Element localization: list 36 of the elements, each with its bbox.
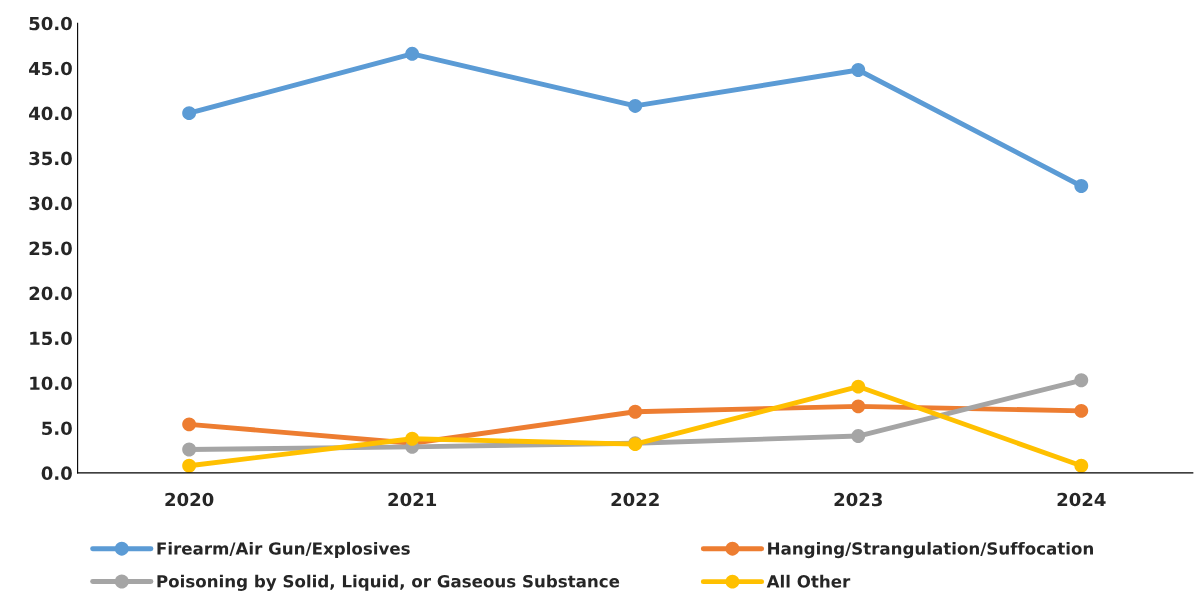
legend-label: Firearm/Air Gun/Explosives bbox=[157, 541, 410, 559]
point bbox=[1074, 373, 1089, 388]
legend-label: Poisoning by Solid, Liquid, or Gaseous Substance bbox=[157, 574, 620, 591]
x-tick-label: 2023 bbox=[834, 492, 882, 507]
point bbox=[1074, 458, 1089, 473]
y-tick-label: 35.0 bbox=[29, 151, 72, 166]
point bbox=[1074, 179, 1089, 193]
point bbox=[628, 404, 643, 419]
y-tick-label: 25.0 bbox=[29, 241, 72, 256]
y-tick-label: 45.0 bbox=[29, 61, 72, 76]
y-tick-label: 0.0 bbox=[41, 466, 72, 481]
y-tick-label: 10.0 bbox=[30, 376, 72, 391]
point bbox=[851, 379, 866, 394]
point bbox=[405, 46, 420, 61]
x-tick-label: 2024 bbox=[1057, 492, 1106, 507]
x-tick-label: 2022 bbox=[611, 492, 659, 507]
point bbox=[628, 99, 643, 113]
point bbox=[1074, 403, 1089, 418]
point bbox=[851, 63, 866, 77]
y-tick-label: 50.0 bbox=[29, 16, 72, 31]
point bbox=[182, 458, 197, 473]
point bbox=[182, 442, 197, 457]
legend-label: All Other bbox=[766, 574, 851, 588]
x-tick-label: 2021 bbox=[388, 492, 437, 507]
legend-label: Hanging/Strangulation/Suffocation bbox=[768, 541, 1093, 559]
point bbox=[405, 431, 420, 446]
y-tick-label: 20.0 bbox=[29, 286, 72, 301]
y-tick-label: 15.0 bbox=[30, 331, 72, 346]
point bbox=[851, 399, 866, 414]
point bbox=[182, 417, 197, 432]
point bbox=[851, 429, 866, 443]
y-tick-label: 5.0 bbox=[42, 421, 72, 436]
point bbox=[182, 106, 197, 121]
y-tick-label: 30.0 bbox=[29, 196, 72, 211]
y-tick-label: 40.0 bbox=[29, 106, 72, 121]
x-tick-label: 2020 bbox=[165, 492, 214, 507]
